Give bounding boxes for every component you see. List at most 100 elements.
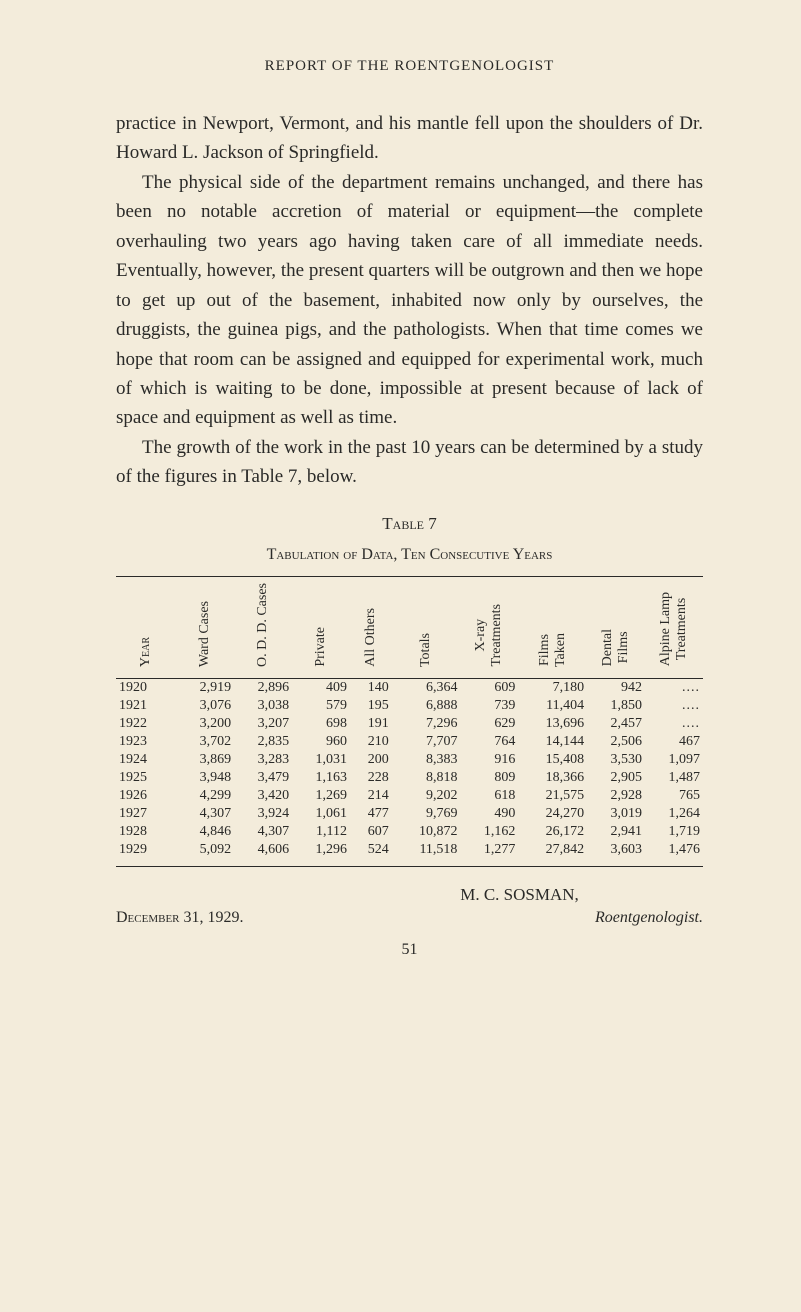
col-all-others: All Others (350, 576, 392, 678)
table-cell: 9,202 (392, 787, 461, 805)
signature-date: December 31, 1929. (116, 909, 244, 927)
col-totals: Totals (392, 576, 461, 678)
table-cell: 916 (460, 751, 518, 769)
table-cell: 609 (460, 678, 518, 697)
table-cell: 3,603 (587, 841, 645, 864)
table-row: 19233,7022,8359602107,70776414,1442,5064… (116, 733, 703, 751)
table-row: 19274,3073,9241,0614779,76949024,2703,01… (116, 805, 703, 823)
table-cell: 1927 (116, 805, 176, 823)
table-cell: 18,366 (518, 769, 587, 787)
table-cell: 1,476 (645, 841, 703, 864)
table-cell: 1928 (116, 823, 176, 841)
table-cell: 6,888 (392, 697, 461, 715)
table-cell: 9,769 (392, 805, 461, 823)
table-cell: 11,518 (392, 841, 461, 864)
table-cell: 3,420 (234, 787, 292, 805)
col-private: Private (292, 576, 350, 678)
table-head: Year Ward Cases O. D. D. Cases Private A… (116, 576, 703, 678)
table-cell: 607 (350, 823, 392, 841)
table-cell: 3,530 (587, 751, 645, 769)
table-cell: 3,200 (176, 715, 234, 733)
table-cell: 6,364 (392, 678, 461, 697)
col-ward-cases: Ward Cases (176, 576, 234, 678)
table-cell: 14,144 (518, 733, 587, 751)
table-cell: 210 (350, 733, 392, 751)
table-cell: 1924 (116, 751, 176, 769)
table-cell: 1,850 (587, 697, 645, 715)
table-cell: 629 (460, 715, 518, 733)
table-cell: 2,905 (587, 769, 645, 787)
table-cell: 618 (460, 787, 518, 805)
table-cell: 1,031 (292, 751, 350, 769)
table-cell: 960 (292, 733, 350, 751)
signature-role: Roentgenologist. (595, 909, 703, 927)
table-row: 19223,2003,2076981917,29662913,6962,457.… (116, 715, 703, 733)
col-totals-label: Totals (418, 633, 434, 667)
table-cell: 1,097 (645, 751, 703, 769)
signature-name: M. C. SOSMAN, (336, 885, 703, 905)
table-cell: 10,872 (392, 823, 461, 841)
table-cell: 26,172 (518, 823, 587, 841)
table-cell: 1,277 (460, 841, 518, 864)
table-row: 19253,9483,4791,1632288,81880918,3662,90… (116, 769, 703, 787)
table-cell: 1,719 (645, 823, 703, 841)
col-private-label: Private (313, 627, 329, 667)
table-cell: 13,696 (518, 715, 587, 733)
table-row: 19264,2993,4201,2692149,20261821,5752,92… (116, 787, 703, 805)
table-cell: 4,606 (234, 841, 292, 864)
table-cell: 7,296 (392, 715, 461, 733)
page-header: REPORT OF THE ROENTGENOLOGIST (116, 58, 703, 75)
table-cell: 1,061 (292, 805, 350, 823)
table-cell: 1,112 (292, 823, 350, 841)
page-number: 51 (116, 941, 703, 959)
table-cell: 579 (292, 697, 350, 715)
col-xray: X-ray Treatments (460, 576, 518, 678)
table-cell: 2,506 (587, 733, 645, 751)
table-cell: 7,180 (518, 678, 587, 697)
table-cell: .... (645, 697, 703, 715)
table-row: 19243,8693,2831,0312008,38391615,4083,53… (116, 751, 703, 769)
table-cell: 3,702 (176, 733, 234, 751)
table-cell: 2,896 (234, 678, 292, 697)
table-cell: 809 (460, 769, 518, 787)
table-cell: 5,092 (176, 841, 234, 864)
table-cell: 7,707 (392, 733, 461, 751)
col-year: Year (116, 576, 176, 678)
table-cell: 1923 (116, 733, 176, 751)
data-table: Year Ward Cases O. D. D. Cases Private A… (116, 576, 703, 864)
table-cell: .... (645, 715, 703, 733)
table-cell: 1,269 (292, 787, 350, 805)
page-container: REPORT OF THE ROENTGENOLOGIST practice i… (0, 0, 801, 1009)
table-cell: 477 (350, 805, 392, 823)
col-dental-films: Dental Films (587, 576, 645, 678)
table-cell: 24,270 (518, 805, 587, 823)
table-cell: 4,846 (176, 823, 234, 841)
col-ward-cases-label: Ward Cases (197, 601, 213, 667)
paragraph-3-text: The growth of the work in the past 10 ye… (116, 437, 703, 487)
col-alpine-lamp-label: Alpine Lamp Treatments (658, 592, 690, 666)
table-cell: 4,307 (234, 823, 292, 841)
col-dental-films-label: Dental Films (600, 629, 632, 666)
col-all-others-label: All Others (363, 608, 379, 667)
col-films-taken-label: Films Taken (537, 633, 569, 667)
table-cell: 1926 (116, 787, 176, 805)
paragraph-1-text: practice in Newport, Vermont, and his ma… (116, 113, 703, 163)
table-cell: 765 (645, 787, 703, 805)
table-cell: 2,941 (587, 823, 645, 841)
table-cell: 15,408 (518, 751, 587, 769)
table-cell: 1925 (116, 769, 176, 787)
table-cell: 3,869 (176, 751, 234, 769)
table-cell: 3,283 (234, 751, 292, 769)
table-cell: 2,919 (176, 678, 234, 697)
table-row: 19202,9192,8964091406,3646097,180942.... (116, 678, 703, 697)
table-cell: 698 (292, 715, 350, 733)
table-cell: 1,296 (292, 841, 350, 864)
table-cell: 1,487 (645, 769, 703, 787)
table-cell: 3,076 (176, 697, 234, 715)
signature-row: December 31, 1929. Roentgenologist. (116, 909, 703, 927)
table-cell: 1,162 (460, 823, 518, 841)
paragraph-1: practice in Newport, Vermont, and his ma… (116, 109, 703, 168)
table-row: 19284,8464,3071,11260710,8721,16226,1722… (116, 823, 703, 841)
paragraph-2-text: The physical side of the department rema… (116, 172, 703, 429)
table-cell: 3,019 (587, 805, 645, 823)
